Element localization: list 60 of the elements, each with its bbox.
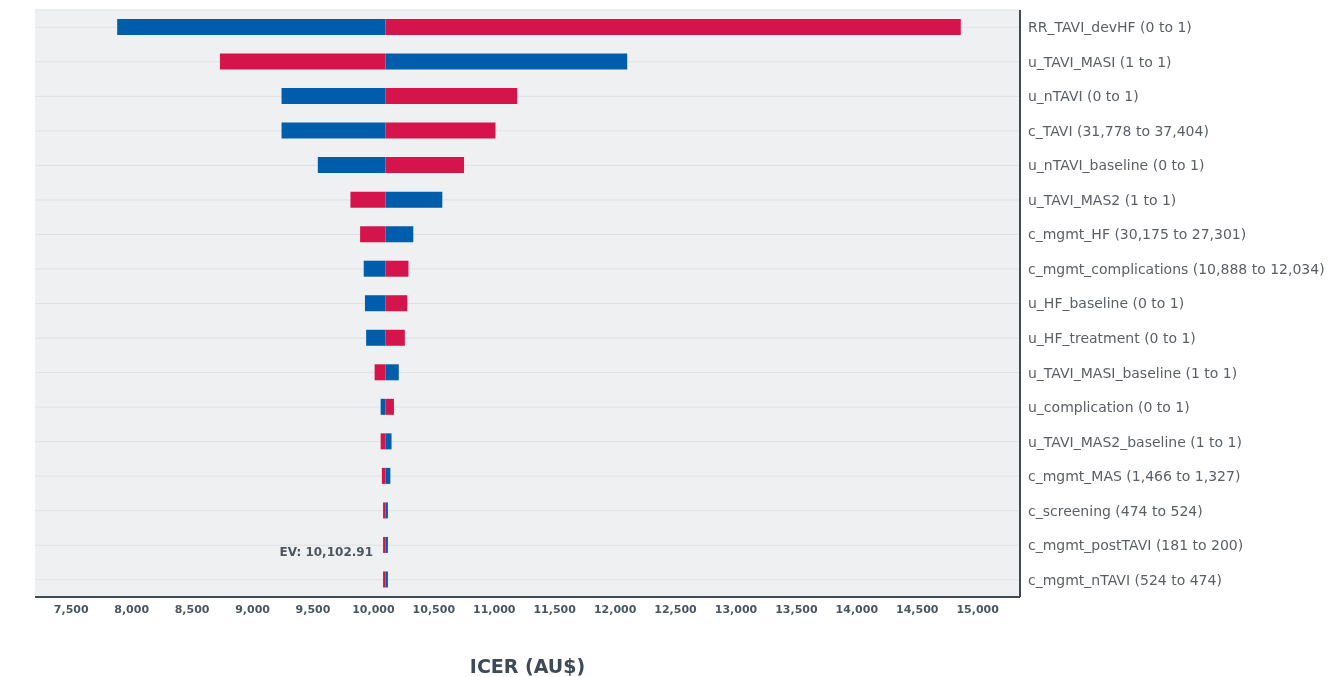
- bar: [385, 329, 405, 346]
- x-tick-label: 9,000: [235, 602, 271, 616]
- bar: [385, 53, 628, 70]
- y-tick-label: c_mgmt_HF (30,175 to 27,301): [1028, 226, 1247, 243]
- bar: [219, 53, 386, 70]
- y-tick-label: u_TAVI_MAS2_baseline (1 to 1): [1028, 433, 1242, 450]
- x-tick-label: 14,500: [896, 602, 939, 616]
- bar: [350, 191, 386, 208]
- bar: [385, 433, 392, 450]
- x-tick-label: 11,500: [533, 602, 577, 616]
- y-tick-label: RR_TAVI_devHF (0 to 1): [1028, 19, 1192, 36]
- bar: [281, 122, 386, 139]
- bar: [281, 88, 386, 105]
- y-tick-label: u_TAVI_MASI_baseline (1 to 1): [1028, 364, 1238, 381]
- bar: [385, 157, 465, 174]
- x-tick-label: 8,500: [174, 602, 210, 616]
- y-tick-label: c_mgmt_MAS (1,466 to 1,327): [1028, 468, 1241, 485]
- bar: [385, 364, 399, 381]
- bar: [385, 467, 391, 484]
- bar: [366, 329, 386, 346]
- annotation: EV: 10,102.91: [279, 545, 373, 559]
- x-tick-label: 12,500: [654, 602, 698, 616]
- bar: [374, 364, 386, 381]
- y-tick-label: u_TAVI_MAS2 (1 to 1): [1028, 191, 1177, 208]
- y-tick-label: c_screening (474 to 524): [1028, 502, 1203, 519]
- y-tick-label: u_nTAVI (0 to 1): [1028, 88, 1139, 105]
- y-tick-label: u_nTAVI_baseline (0 to 1): [1028, 157, 1205, 174]
- bar: [385, 295, 408, 312]
- y-tick-label: u_TAVI_MASI (1 to 1): [1028, 53, 1172, 70]
- x-tick-label: 13,000: [714, 602, 758, 616]
- x-axis-title: ICER (AU$): [469, 655, 586, 677]
- x-tick-label: 10,000: [352, 602, 395, 616]
- bar: [360, 226, 386, 243]
- bar: [364, 295, 386, 312]
- y-tick-label: c_mgmt_nTAVI (524 to 474): [1028, 571, 1222, 588]
- y-tick-label: u_HF_treatment (0 to 1): [1028, 330, 1196, 346]
- x-tick-label: 12,000: [593, 602, 637, 616]
- x-tick-label: 11,000: [473, 602, 516, 616]
- bar: [385, 122, 496, 139]
- x-tick-label: 8,000: [114, 602, 150, 616]
- x-tick-label: 15,000: [956, 602, 1000, 616]
- x-tick-label: 9,500: [295, 602, 331, 616]
- bar: [385, 191, 443, 208]
- y-tick-label: u_complication (0 to 1): [1028, 399, 1190, 416]
- bar: [385, 226, 414, 243]
- x-tick-label: 10,500: [412, 602, 456, 616]
- y-tick-label: u_HF_baseline (0 to 1): [1028, 295, 1185, 312]
- bar: [117, 19, 386, 35]
- x-tick-label: 7,500: [53, 602, 89, 616]
- bar: [385, 88, 518, 105]
- bar: [317, 157, 386, 174]
- x-tick-label: 13,500: [775, 602, 818, 616]
- bar: [385, 19, 961, 35]
- x-tick-label: 14,000: [835, 602, 879, 616]
- y-tick-label: c_TAVI (31,778 to 37,404): [1028, 122, 1209, 139]
- bar: [363, 260, 386, 277]
- y-tick-label: c_mgmt_postTAVI (181 to 200): [1028, 537, 1244, 554]
- y-tick-label: c_mgmt_complications (10,888 to 12,034): [1028, 260, 1325, 277]
- bar: [385, 260, 409, 277]
- bar: [385, 398, 394, 415]
